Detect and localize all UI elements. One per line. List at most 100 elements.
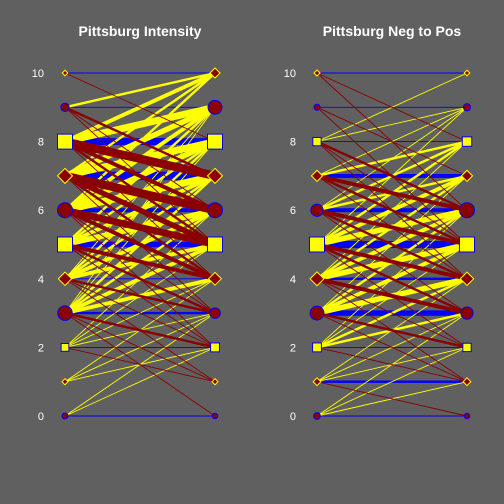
right-marker xyxy=(462,342,472,353)
panel-intensity: Pittsburg Intensity 0 2 4 6 8 10 xyxy=(32,23,224,423)
right-marker xyxy=(463,69,471,77)
y-tick-label: 2 xyxy=(290,342,296,354)
flow-line xyxy=(64,346,216,383)
y-axis-labels: 0 2 4 6 8 10 xyxy=(32,68,44,423)
flow-line xyxy=(316,140,468,212)
flow-line xyxy=(316,312,468,383)
flow-line xyxy=(316,381,468,417)
flow-lines xyxy=(316,72,468,417)
flow-line xyxy=(64,346,216,417)
flow-line xyxy=(316,311,468,349)
y-tick-label: 0 xyxy=(290,411,296,423)
right-marker xyxy=(459,202,475,219)
left-marker xyxy=(309,305,325,321)
right-marker xyxy=(462,377,472,387)
left-marker xyxy=(57,133,73,150)
left-marker xyxy=(57,236,73,253)
flow-line xyxy=(316,276,468,316)
right-marker xyxy=(209,307,221,319)
y-tick-label: 4 xyxy=(290,274,296,286)
left-marker xyxy=(313,103,321,111)
y-tick-label: 10 xyxy=(32,68,44,80)
right-marker xyxy=(462,103,472,112)
flow-line xyxy=(316,242,468,281)
left-marker xyxy=(313,69,321,77)
right-marker xyxy=(207,99,223,115)
panel-neg-to-pos: Pittsburg Neg to Pos 0 2 4 6 8 10 xyxy=(284,23,475,423)
left-marker xyxy=(313,412,321,420)
y-tick-label: 6 xyxy=(38,205,44,217)
flow-line xyxy=(316,243,468,315)
left-marker xyxy=(57,202,73,219)
left-marker xyxy=(309,271,325,287)
flow-line xyxy=(316,209,468,280)
flow-line xyxy=(316,208,468,247)
flow-line xyxy=(64,71,216,109)
left-marker xyxy=(61,377,69,386)
flow-line xyxy=(316,174,468,246)
left-marker xyxy=(312,377,322,387)
right-marker xyxy=(206,167,224,185)
y-axis-labels: 0 2 4 6 8 10 xyxy=(284,68,296,423)
right-markers xyxy=(459,69,475,420)
left-marker xyxy=(61,412,69,420)
flow-line xyxy=(64,106,216,177)
right-marker xyxy=(209,67,221,79)
flow-line xyxy=(64,139,216,212)
flow-line xyxy=(64,242,216,281)
left-marker xyxy=(312,136,322,147)
flow-line xyxy=(63,173,217,247)
y-tick-label: 10 xyxy=(284,68,296,80)
left-marker xyxy=(60,343,70,352)
flow-line xyxy=(316,346,468,383)
right-marker xyxy=(207,202,223,219)
flow-line xyxy=(316,106,468,177)
left-markers xyxy=(56,69,74,420)
panel-title: Pittsburg Neg to Pos xyxy=(323,23,462,39)
flow-line xyxy=(316,278,468,348)
right-marker xyxy=(207,236,223,253)
right-marker xyxy=(211,412,219,420)
left-marker xyxy=(312,342,322,353)
right-markers xyxy=(206,67,224,420)
right-marker xyxy=(207,133,223,150)
right-marker xyxy=(459,236,475,253)
y-tick-label: 8 xyxy=(290,137,296,149)
flow-line xyxy=(316,72,468,143)
flow-line xyxy=(64,72,216,143)
flow-lines xyxy=(63,71,217,417)
flow-line xyxy=(64,171,216,215)
y-tick-label: 4 xyxy=(38,274,44,286)
right-marker xyxy=(211,377,219,386)
flow-line xyxy=(316,173,468,213)
flow-line xyxy=(64,243,216,315)
y-tick-label: 0 xyxy=(38,411,44,423)
left-markers xyxy=(309,69,325,420)
flow-line xyxy=(64,206,216,248)
right-marker xyxy=(207,271,223,286)
right-marker xyxy=(460,169,474,183)
left-marker xyxy=(61,69,69,77)
flow-line xyxy=(64,278,216,348)
left-marker xyxy=(57,305,73,321)
flow-line xyxy=(64,137,216,180)
flow-line xyxy=(64,311,216,349)
right-marker xyxy=(460,306,474,320)
right-marker xyxy=(461,136,473,147)
flow-line xyxy=(64,312,216,383)
left-marker xyxy=(56,167,74,185)
panel-title: Pittsburg Intensity xyxy=(79,23,202,39)
left-marker xyxy=(57,271,73,287)
flow-line xyxy=(64,208,216,281)
right-marker xyxy=(210,342,220,353)
y-tick-label: 8 xyxy=(38,137,44,149)
right-marker xyxy=(463,412,471,420)
flow-line xyxy=(64,277,216,315)
flow-line xyxy=(316,106,468,143)
left-marker xyxy=(60,102,70,112)
left-marker xyxy=(310,203,324,217)
left-marker xyxy=(310,169,324,183)
right-marker xyxy=(459,271,475,287)
left-marker xyxy=(309,236,325,253)
